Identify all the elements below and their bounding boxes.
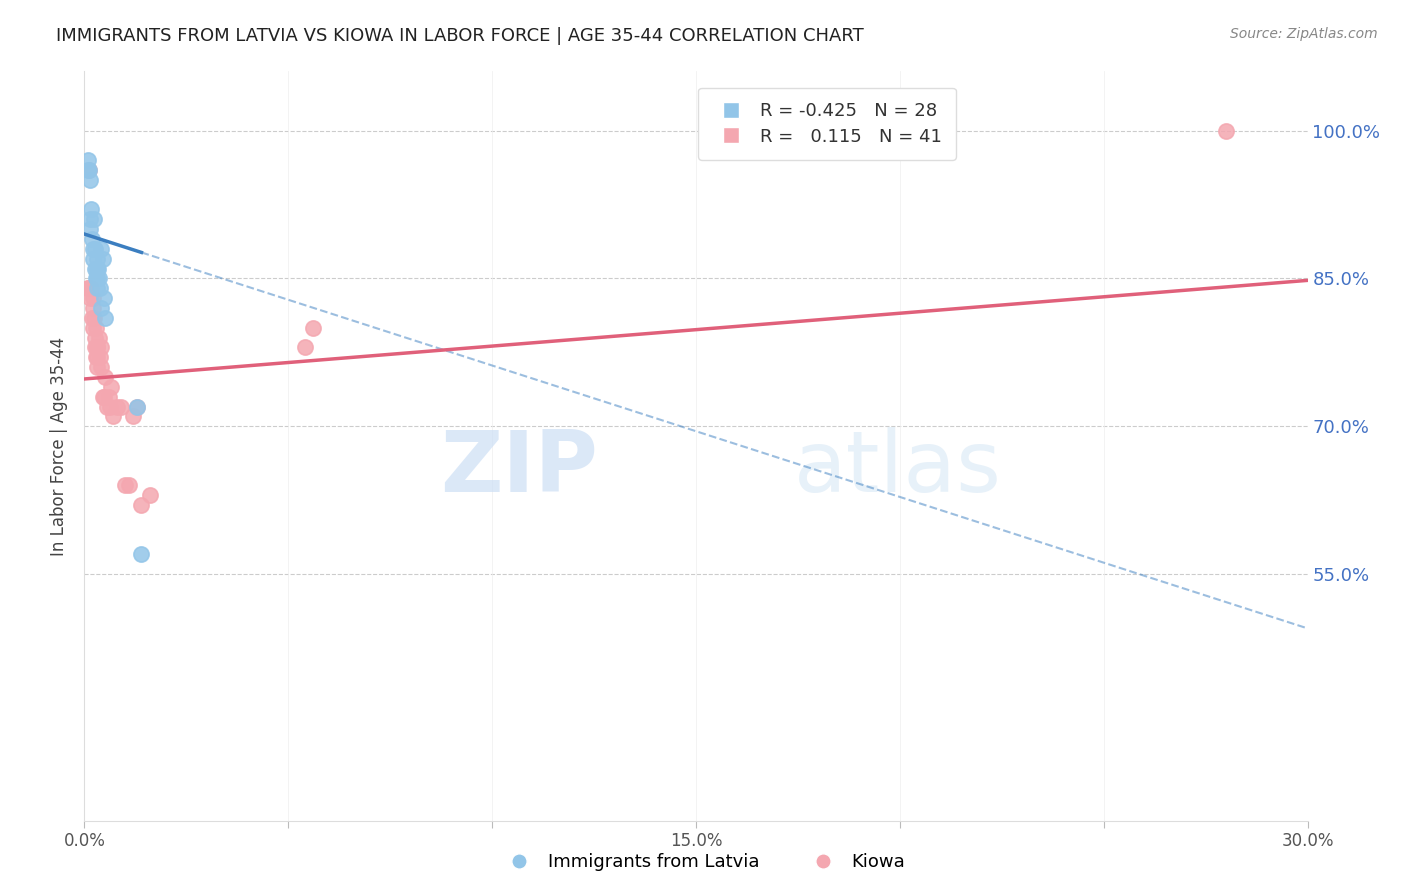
Point [80, 310, 103, 325]
Point [90, 242, 112, 256]
Point [86, 261, 108, 276]
Point [89, 281, 111, 295]
Point [122, 409, 145, 424]
Text: Source: ZipAtlas.com: Source: ZipAtlas.com [1230, 27, 1378, 41]
Point [90, 340, 112, 354]
Point [76, 153, 98, 167]
Point [82, 301, 104, 315]
Point [86, 351, 108, 365]
Point [87, 261, 110, 276]
Point [82, 320, 104, 334]
Point [127, 400, 149, 414]
Point [97, 390, 120, 404]
Point [98, 400, 121, 414]
Point [80, 202, 103, 217]
Point [79, 222, 101, 236]
Point [79, 291, 101, 305]
Point [86, 340, 108, 354]
Point [100, 380, 122, 394]
Point [84, 271, 107, 285]
Point [83, 261, 105, 276]
Point [86, 340, 108, 354]
Point [77, 163, 100, 178]
Text: IMMIGRANTS FROM LATVIA VS KIOWA IN LABOR FORCE | AGE 35-44 CORRELATION CHART: IMMIGRANTS FROM LATVIA VS KIOWA IN LABOR… [56, 27, 865, 45]
Point [77, 281, 100, 295]
Point [83, 212, 105, 227]
Point [76, 281, 98, 295]
Point [86, 271, 108, 285]
Point [89, 351, 111, 365]
Point [93, 310, 115, 325]
Point [83, 310, 105, 325]
Point [77, 163, 100, 178]
Point [83, 330, 105, 344]
Point [101, 409, 124, 424]
Point [80, 232, 103, 246]
Point [84, 320, 107, 334]
Point [114, 478, 136, 492]
Legend: Immigrants from Latvia, Kiowa: Immigrants from Latvia, Kiowa [494, 847, 912, 879]
Y-axis label: In Labor Force | Age 35-44: In Labor Force | Age 35-44 [51, 336, 69, 556]
Point [93, 291, 115, 305]
Point [80, 281, 103, 295]
Point [82, 252, 104, 266]
Point [1215, 123, 1237, 137]
Point [105, 400, 128, 414]
Point [79, 173, 101, 187]
Point [90, 301, 112, 315]
Point [131, 548, 153, 562]
Point [79, 212, 101, 227]
Point [96, 400, 118, 414]
Point [82, 242, 104, 256]
Point [127, 400, 149, 414]
Point [294, 340, 316, 354]
Point [91, 252, 114, 266]
Point [90, 360, 112, 375]
Point [91, 390, 114, 404]
Text: atlas: atlas [794, 427, 1002, 510]
Point [86, 281, 108, 295]
Point [87, 271, 110, 285]
Point [84, 340, 107, 354]
Point [84, 351, 107, 365]
Point [110, 400, 132, 414]
Legend: R = -0.425   N = 28, R =   0.115   N = 41: R = -0.425 N = 28, R = 0.115 N = 41 [699, 88, 956, 160]
Point [93, 390, 115, 404]
Point [86, 360, 108, 375]
Point [131, 498, 153, 512]
Point [93, 370, 115, 384]
Point [87, 330, 110, 344]
Point [77, 163, 100, 178]
Point [138, 488, 160, 502]
Text: ZIP: ZIP [440, 427, 598, 510]
Point [82, 291, 104, 305]
Point [86, 252, 108, 266]
Point [118, 478, 141, 492]
Point [301, 320, 323, 334]
Point [83, 242, 105, 256]
